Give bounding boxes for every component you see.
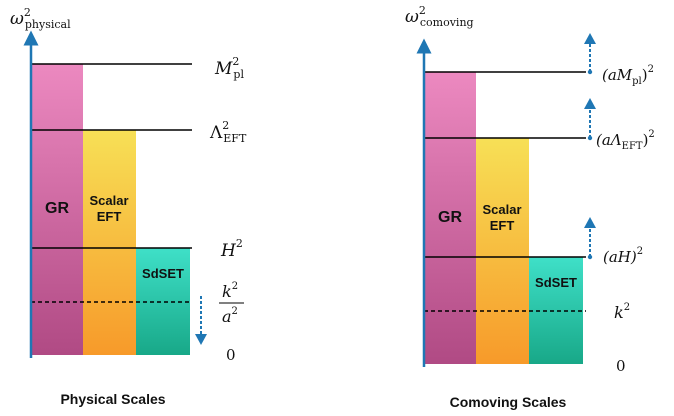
a-mpl-label: (aMpl)2: [602, 64, 654, 87]
up-arrow-mpl: [584, 33, 596, 75]
gr-bar-comoving: [424, 72, 476, 364]
comoving-zero-label: 0: [616, 357, 626, 375]
physical-axis-label: ω2 physical: [10, 6, 71, 31]
up-arrow-hubble: [584, 217, 596, 260]
physical-panel: ω2 physical GR Scalar EFT SdSET M2 pl Λ2 EF…: [10, 6, 247, 407]
physical-caption: Physical Scales: [60, 391, 165, 407]
scalar-eft-label-2: EFT: [97, 209, 122, 224]
k-over-a-label: k2 a2: [219, 281, 244, 326]
lambda-eft-label: Λ2 EFT: [209, 119, 247, 145]
a-lambda-eft-label: (aΛEFT)2: [596, 129, 655, 152]
physical-zero-label: 0: [226, 346, 236, 364]
gr-bar: [31, 64, 83, 355]
scalar-eft-label-comoving-2: EFT: [490, 218, 515, 233]
down-arrow-head: [195, 334, 207, 345]
comoving-panel: ω2 comoving GR Scalar EFT SdSET (aMpl)2 (…: [405, 4, 655, 410]
a-hubble-label: (aH)2: [603, 246, 643, 266]
k-label: k2: [614, 302, 630, 322]
sdset-label-comoving: SdSET: [535, 275, 577, 290]
up-arrow-lambda: [584, 98, 596, 141]
mpl-label: M2 pl: [214, 55, 244, 81]
scalar-eft-label-comoving-1: Scalar: [482, 202, 521, 217]
scalar-eft-bar: [83, 130, 136, 355]
svg-text:a2: a2: [222, 306, 238, 326]
scalar-eft-label-1: Scalar: [89, 193, 128, 208]
hubble-label: H2: [220, 237, 243, 261]
comoving-caption: Comoving Scales: [450, 394, 567, 410]
sdset-label: SdSET: [142, 266, 184, 281]
comoving-axis-label: ω2 comoving: [405, 4, 474, 29]
gr-label: GR: [45, 200, 69, 217]
scalar-eft-bar-comoving: [476, 138, 529, 364]
svg-text:k2: k2: [222, 281, 238, 301]
gr-label-comoving: GR: [438, 209, 462, 226]
